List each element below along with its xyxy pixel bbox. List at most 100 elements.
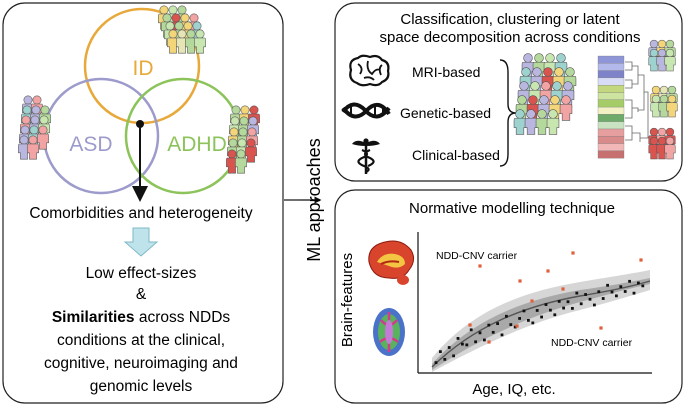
sample-point [509,323,513,327]
heatmap-cell [597,121,625,130]
heatmap-cell [597,77,625,86]
dendrogram [625,61,649,142]
sample-point [469,328,473,332]
sample-point [500,333,504,337]
genomic-text: genomic levels [90,378,193,395]
ampersand-text: & [136,286,147,303]
heatmap-cell [597,63,625,71]
dna-icon [341,102,391,119]
ml-approaches-label: ML approaches [304,138,324,261]
heatmap-cell [597,143,625,152]
cluster-crowds [648,39,678,160]
normative-panel [334,189,683,404]
sample-point [575,291,579,295]
outlier-point [530,299,534,303]
sample-point [628,279,631,283]
sample-point [619,285,623,289]
outlier-points [468,251,643,344]
asd-label: ASD [69,133,112,156]
sample-point [513,325,517,329]
caduceus-icon [352,138,380,174]
outlier-point [546,269,550,273]
id-label: ID [133,57,154,80]
outlier-point [468,323,472,327]
sample-point [579,302,583,306]
sample-point [456,337,460,340]
outlier-point [515,324,519,328]
clinical-based-label: Clinical-based [412,147,500,163]
sample-point [527,318,530,322]
heatmap-cell [597,106,625,115]
sample-point [615,294,618,298]
x-axis-label: Age, IQ, etc. [472,381,555,398]
sample-point [584,293,587,296]
normative-title: Normative modelling technique [409,200,615,217]
brain-icon [349,54,390,87]
conditions-text: conditions at the clinical, [57,332,225,349]
sample-point [641,284,645,288]
sample-point [597,290,601,294]
sample-point [443,357,447,361]
outlier-point [478,264,482,268]
sample-point [496,322,499,326]
classification-title-line1: Classification, clustering or latent [400,11,620,28]
brain-sagittal-icon [368,240,415,285]
outlier-point [639,258,643,262]
sample-point [531,321,535,325]
sample-point [465,343,469,347]
sample-point [461,342,464,346]
carrier-label-top: NDD-CNV carrier [436,250,518,262]
sample-point [623,290,627,293]
sample-point [487,323,491,327]
mri-based-label: MRI-based [412,64,480,80]
heatmap-cell [597,55,625,64]
outlier-point [518,279,522,283]
sample-points [434,279,645,365]
genetic-based-label: Genetic-based [400,105,491,121]
brain-tractography-icon [373,308,405,356]
sample-point [478,331,482,335]
similarities-rest: across NDDs [135,309,231,326]
left-panel [2,2,284,404]
sample-point [549,308,552,312]
outlier-point [599,326,603,330]
down-block-arrow [123,227,159,257]
sample-point [588,297,592,301]
heatmap-cell [597,85,625,93]
sample-point [474,340,477,344]
sample-point [439,350,442,354]
sample-point [601,297,605,300]
heatmap-cell [597,128,625,137]
heatmap-cell [597,92,625,100]
adhd-label: ADHD [167,133,227,156]
carrier-label-bottom: NDD-CNV carrier [551,337,633,349]
sample-point [535,309,539,312]
sample-point [447,346,451,349]
sample-point [518,317,521,320]
sample-point [553,313,557,317]
heatmap-cell [597,99,625,108]
sample-point [434,361,438,365]
cognitive-text: cognitive, neuroimaging and [44,355,238,372]
sample-point [557,300,561,303]
sample-point [544,303,548,306]
sample-point [606,283,609,287]
normative-curve [431,280,651,368]
similarities-bold: Similarities [52,309,135,326]
comorbidities-text: Comorbidities and heterogeneity [29,205,252,222]
heatmap [597,55,625,159]
sample-point [632,291,636,295]
sample-point [452,354,455,358]
sample-point [540,315,543,319]
sample-point [593,303,596,307]
heatmap-cell [597,114,625,122]
similarities-text: Similarities across NDDs [52,309,231,326]
y-axis-label: Brain-features [339,253,356,347]
classification-title-line2: space decomposition across conditions [380,29,641,46]
heatmap-cell [597,70,625,79]
sample-point [566,300,570,304]
outlier-point [487,340,491,344]
low-effect-text: Low effect-sizes [86,265,197,282]
sample-point [610,290,614,294]
